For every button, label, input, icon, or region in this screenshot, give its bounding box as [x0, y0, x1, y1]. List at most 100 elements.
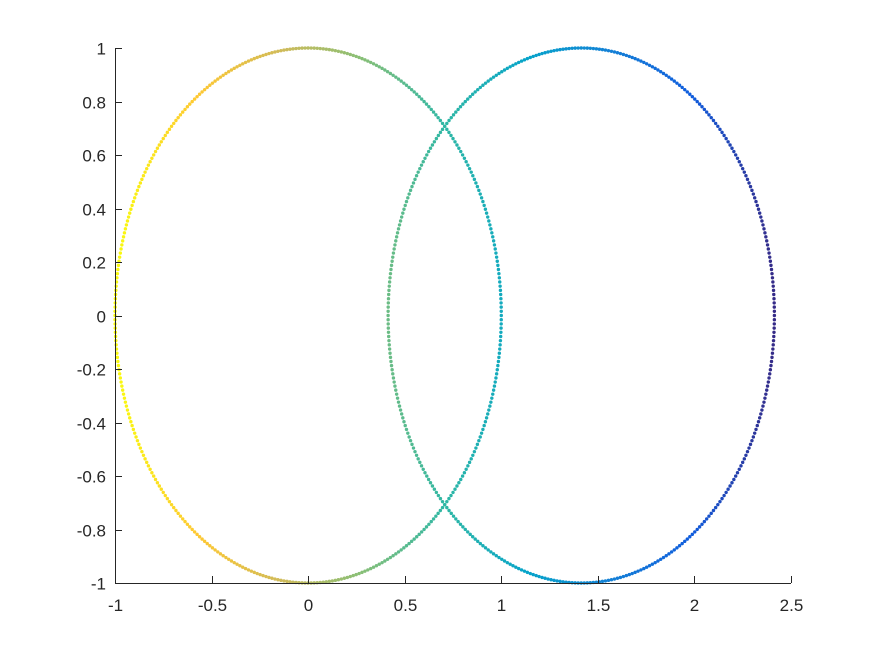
scatter-point	[429, 519, 433, 524]
scatter-point	[482, 423, 486, 428]
y-tick-label: -0.4	[77, 415, 106, 434]
scatter-point	[675, 81, 679, 85]
scatter-point	[115, 351, 119, 355]
scatter-point	[481, 427, 485, 432]
scatter-point	[748, 184, 753, 189]
scatter-point	[757, 416, 762, 420]
scatter-point	[185, 522, 190, 526]
scatter-point	[761, 223, 765, 227]
scatter-point	[155, 481, 160, 485]
scatter-point	[653, 66, 657, 71]
scatter-point	[546, 577, 550, 581]
scatter-point	[380, 66, 384, 71]
scatter-point	[413, 449, 417, 454]
scatter-point	[188, 102, 192, 106]
scatter-point	[404, 427, 409, 432]
scatter-point	[116, 359, 120, 364]
scatter-point	[752, 431, 757, 435]
scatter-point	[327, 47, 332, 52]
scatter-point	[342, 576, 347, 580]
scatter-point	[737, 159, 741, 164]
x-tick-label: -1	[108, 596, 123, 615]
scatter-point	[576, 46, 580, 50]
scatter-point	[404, 199, 409, 204]
x-axis-ticks: -1 -0.5 0 0.5 1 1.5 2 2.5	[108, 576, 803, 615]
scatter-point	[404, 544, 409, 548]
scatter-point	[449, 511, 453, 516]
scatter-point	[418, 460, 422, 465]
scatter-point	[618, 51, 623, 56]
scatter-point	[567, 46, 571, 51]
scatter-point	[769, 263, 773, 268]
scatter-point	[386, 318, 390, 322]
scatter-point	[494, 255, 499, 259]
scatter-point	[417, 532, 421, 537]
scatter-point	[498, 343, 502, 347]
scatter-point	[200, 90, 204, 94]
scatter-point	[318, 46, 322, 51]
scatter-point	[419, 464, 424, 468]
scatter-point	[677, 83, 682, 87]
scatter-point	[360, 56, 364, 61]
scatter-point	[366, 568, 370, 572]
scatter-point	[285, 47, 289, 52]
x-tick-label: 0.5	[394, 596, 418, 615]
scatter-point	[249, 569, 254, 573]
scatter-point	[498, 288, 503, 293]
scatter-point	[208, 544, 212, 548]
scatter-point	[261, 573, 265, 578]
y-tick-label: 1	[97, 40, 106, 59]
scatter-point	[123, 400, 128, 404]
scatter-point	[519, 59, 524, 63]
scatter-point	[116, 267, 120, 272]
scatter-point	[374, 63, 379, 67]
scatter-point	[176, 511, 180, 516]
scatter-point	[726, 487, 730, 491]
scatter-point	[385, 557, 390, 561]
scatter-point	[695, 527, 699, 532]
scatter-point	[765, 388, 769, 392]
scatter-point	[639, 568, 643, 572]
scatter-point	[491, 552, 496, 556]
scatter-point	[391, 376, 396, 380]
scatter-point	[711, 508, 716, 513]
scatter-point	[594, 47, 599, 51]
scatter-point	[451, 136, 455, 141]
x-tick-label: 2	[690, 596, 699, 615]
scatter-point	[647, 564, 652, 568]
scatter-point	[543, 51, 547, 55]
scatter-point	[478, 192, 482, 196]
scatter-point	[720, 130, 724, 135]
scatter-point	[606, 48, 611, 53]
scatter-point	[475, 442, 480, 447]
scatter-point	[130, 423, 134, 428]
scatter-point	[419, 97, 424, 101]
scatter-point	[116, 363, 121, 368]
scatter-point	[748, 442, 753, 447]
scatter-point	[192, 530, 197, 534]
scatter-point	[122, 231, 127, 235]
scatter-point	[511, 564, 515, 568]
scatter-point	[399, 412, 404, 416]
scatter-point	[772, 305, 776, 309]
scatter-point	[386, 330, 391, 334]
scatter-point	[442, 502, 447, 507]
scatter-point	[516, 60, 521, 65]
scatter-point	[402, 420, 406, 424]
scatter-point	[386, 326, 391, 330]
scatter-point	[490, 231, 494, 235]
scatter-point	[390, 259, 394, 263]
scatter-point	[630, 571, 634, 576]
scatter-point	[197, 535, 202, 539]
scatter-point	[161, 490, 165, 495]
scatter-point	[534, 573, 538, 578]
scatter-point	[391, 255, 395, 259]
scatter-point	[561, 47, 565, 51]
scatter-point	[131, 199, 136, 204]
scatter-point	[732, 477, 736, 482]
scatter-point	[498, 284, 502, 288]
scatter-point	[202, 539, 207, 544]
scatter-point	[464, 159, 468, 164]
scatter-point	[636, 58, 640, 62]
scatter-point	[735, 156, 740, 160]
